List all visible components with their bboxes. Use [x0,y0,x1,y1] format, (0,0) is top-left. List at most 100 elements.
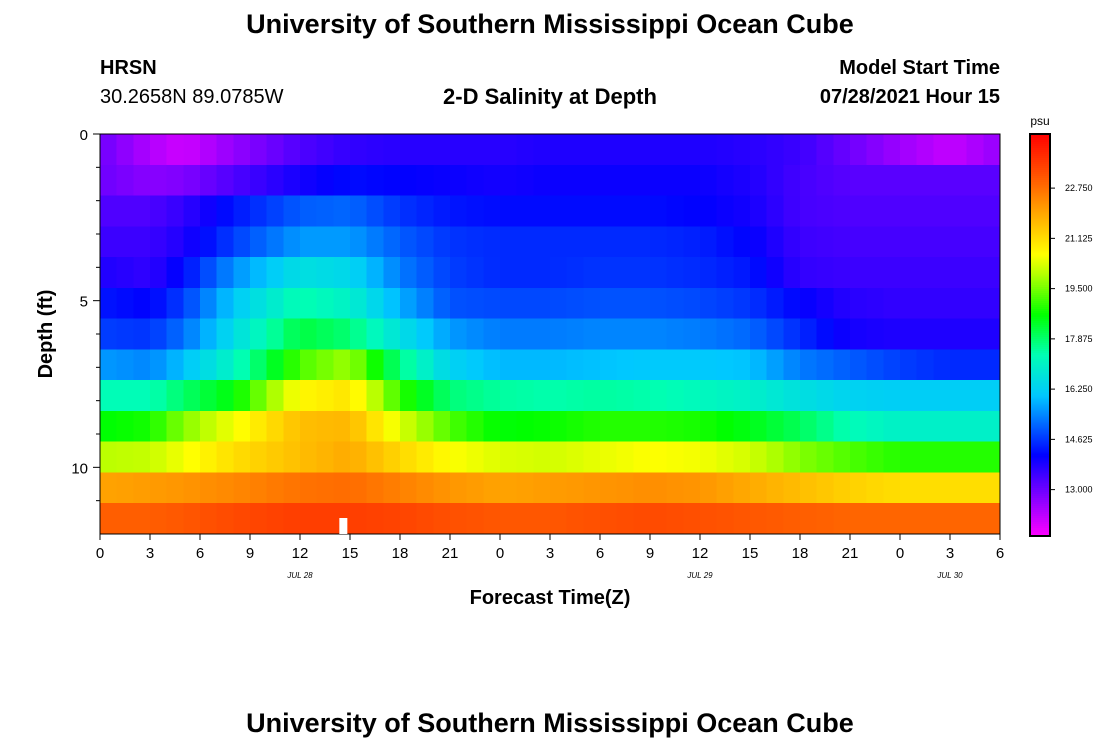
heatmap-cell [466,380,484,412]
heatmap-cell [133,410,151,443]
heatmap-cell [500,134,518,166]
heatmap-cell [983,380,1001,412]
heatmap-cell [666,164,684,197]
heatmap-cell [300,472,318,504]
colorbar-segment [1030,298,1050,302]
heatmap-cell [383,287,401,320]
heatmap-cell [683,164,701,197]
heatmap-cell [366,441,384,474]
heatmap-cell [616,472,634,504]
colorbar-segment [1030,248,1050,252]
heatmap-cell [683,287,701,320]
colorbar-segment [1030,511,1050,515]
heatmap-cell [483,349,501,381]
heatmap-cell [200,195,218,227]
colorbar-segment [1030,284,1050,288]
heatmap-cell [266,441,284,474]
x-tick-label: 9 [646,545,654,562]
heatmap-cell [866,195,884,227]
heatmap-cell [466,503,484,535]
heatmap-cell [483,195,501,227]
heatmap-cell [800,134,818,166]
heatmap-cell [816,257,834,289]
heatmap-cell [316,226,334,258]
heatmap-cell [700,164,718,197]
heatmap-cell [666,472,684,504]
heatmap-cell [250,226,268,258]
heatmap-cell [783,318,801,350]
heatmap-cell [866,380,884,412]
heatmap-cell [450,410,468,443]
heatmap-cell [950,472,968,504]
heatmap-cell [733,226,751,258]
heatmap-cell [683,472,701,504]
heatmap-cell [550,134,568,166]
colorbar-segment [1030,521,1050,525]
heatmap-cell [200,134,218,166]
heatmap-cell [233,349,251,381]
heatmap-cell [216,441,234,474]
heatmap-cell [166,349,184,381]
heatmap-cell [100,134,118,166]
colorbar-segment [1030,495,1050,499]
colorbar-segment [1030,517,1050,521]
colorbar-segment [1030,138,1050,141]
heatmap-cell [333,410,351,443]
heatmap-cell [400,195,418,227]
heatmap-cell [466,195,484,227]
x-tick-label: 6 [996,545,1004,562]
heatmap-cell [116,349,134,381]
heatmap-cell [800,318,818,350]
heatmap-cell [883,349,901,381]
heatmap-cell [916,503,934,535]
colorbar-segment [1030,351,1050,354]
heatmap-cell [283,257,301,289]
heatmap-cell [566,380,584,412]
heatmap-cell [350,195,368,227]
heatmap-cell [866,349,884,381]
colorbar-segment [1030,437,1050,441]
heatmap-cell [450,349,468,381]
heatmap-cell [133,318,151,350]
heatmap-cell [416,410,434,443]
colorbar-segment [1030,142,1050,145]
heatmap-cell [350,349,368,381]
heatmap-cell [166,164,184,197]
heatmap-cell [516,287,534,320]
heatmap-cell [700,441,718,474]
heatmap-cell [550,472,568,504]
x-tick-label: 18 [392,545,409,562]
heatmap-cell [150,503,168,535]
heatmap-cell [600,472,618,504]
colorbar-segment [1030,302,1050,306]
colorbar-segment [1030,146,1050,149]
heatmap-cell [100,503,118,535]
colorbar-segment [1030,491,1050,495]
heatmap-cell [316,503,334,535]
heatmap-cell [633,318,651,350]
heatmap-cell [333,164,351,197]
colorbar-segment [1030,467,1050,471]
heatmap-cell [316,380,334,412]
colorbar-segment [1030,320,1050,324]
heatmap-cell [833,134,851,166]
heatmap-cell [983,503,1001,535]
heatmap-cell [683,503,701,535]
heatmap-cell [383,318,401,350]
heatmap-cell [866,226,884,258]
colorbar-segment [1030,531,1050,535]
heatmap-cell [650,441,668,474]
heatmap-cell [600,349,618,381]
heatmap-cell [983,164,1001,197]
colorbar-segment [1030,355,1050,358]
heatmap-cell [633,164,651,197]
heatmap-cell [450,472,468,504]
heatmap-cell [383,134,401,166]
heatmap-cell [900,257,918,289]
colorbar-segment [1030,244,1050,248]
heatmap-cell [616,380,634,412]
colorbar-segment [1030,475,1050,479]
heatmap-cell [650,195,668,227]
colorbar-segment [1030,258,1050,262]
heatmap-cell [200,164,218,197]
